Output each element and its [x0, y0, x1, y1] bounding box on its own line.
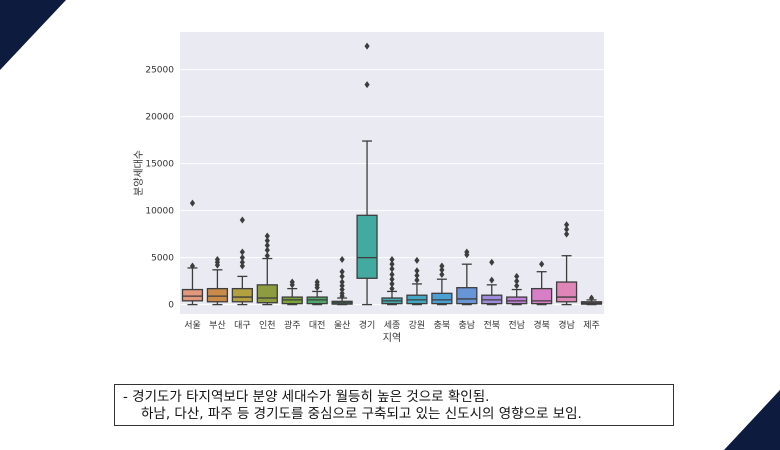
- outlier-point: [439, 262, 445, 270]
- x-axis-label: 지역: [383, 332, 401, 344]
- outlier-point: [414, 256, 420, 264]
- outlier-point: [264, 246, 270, 254]
- outlier-point: [339, 255, 345, 263]
- outlier-point: [414, 276, 420, 284]
- outlier-point: [439, 266, 445, 274]
- outlier-point: [539, 260, 545, 268]
- outlier-point: [189, 199, 196, 207]
- x-tick-label: 전남: [508, 320, 525, 331]
- box-경기: [356, 214, 378, 279]
- x-tick-label: 광주: [284, 319, 301, 331]
- x-tick-label: 인천: [259, 320, 276, 331]
- outlier-point: [439, 271, 445, 279]
- y-tick-label: 10000: [145, 207, 174, 217]
- outlier-point: [264, 237, 270, 245]
- outlier-point: [588, 294, 595, 302]
- outlier-point: [389, 265, 395, 273]
- outlier-point: [239, 216, 245, 224]
- y-tick-label: 15000: [145, 160, 174, 170]
- outlier-point: [389, 260, 395, 268]
- x-tick-label: 경남: [558, 319, 575, 331]
- outlier-point: [339, 272, 345, 280]
- x-tick-label: 제주: [583, 320, 600, 331]
- x-tick-label: 충남: [459, 320, 476, 331]
- outlier-point: [563, 230, 570, 238]
- outlier-point: [339, 278, 345, 286]
- outlier-point: [414, 267, 420, 275]
- outlier-point: [264, 232, 270, 240]
- outlier-point: [189, 262, 196, 270]
- outlier-point: [563, 225, 570, 233]
- x-tick-label: 경기: [359, 319, 376, 331]
- outlier-point: [514, 282, 520, 290]
- outlier-point: [563, 221, 570, 229]
- y-axis-label: 분양세대수: [133, 150, 145, 196]
- y-tick-label: 20000: [145, 113, 174, 123]
- x-tick-label: 대전: [309, 320, 326, 331]
- outlier-point: [289, 278, 295, 286]
- box-경북: [531, 287, 553, 305]
- outlier-point: [239, 262, 245, 270]
- box-서울: [181, 288, 204, 302]
- bottom-right-corner-decoration: [724, 390, 780, 450]
- outlier-point: [414, 271, 420, 279]
- box-충북: [431, 292, 453, 305]
- caption-line-1: - 경기도가 타지역보다 분양 세대수가 월등히 높은 것으로 확인됨.: [123, 389, 490, 405]
- x-tick-label: 세종: [384, 320, 401, 331]
- outlier-point: [364, 81, 370, 89]
- outlier-point: [364, 42, 370, 50]
- boxplot-chart: 0 5000 10000 15000 20000 25000 서울 부산 대구 인천 광주 대전 울산 경…: [133, 32, 604, 344]
- box-부산: [206, 287, 229, 303]
- outlier-point: [339, 286, 345, 294]
- x-tick-label: 부산: [209, 320, 226, 331]
- outlier-point: [489, 258, 495, 266]
- outlier-point: [339, 289, 345, 297]
- x-tick-label: 울산: [334, 320, 351, 331]
- outlier-point: [239, 254, 245, 262]
- x-tick-label: 경북: [533, 319, 550, 331]
- box-경남: [555, 281, 578, 303]
- y-tick-label: 25000: [145, 66, 174, 76]
- outlier-point: [339, 268, 345, 276]
- outlier-point: [314, 278, 320, 286]
- outlier-point: [389, 255, 395, 263]
- box-인천: [256, 284, 278, 304]
- caption-box: - 경기도가 타지역보다 분양 세대수가 월등히 높은 것으로 확인됨. 하남,…: [114, 384, 674, 426]
- outlier-point: [389, 285, 395, 293]
- outlier-point: [214, 255, 221, 263]
- x-tick-label: 강원: [409, 320, 426, 331]
- outlier-point: [264, 252, 270, 260]
- outlier-point: [239, 248, 245, 256]
- top-left-corner-decoration: [0, 0, 66, 70]
- outlier-point: [339, 282, 345, 290]
- outlier-point: [389, 275, 395, 283]
- outlier-point: [489, 276, 495, 284]
- outlier-point: [514, 277, 520, 285]
- caption-line-2: 하남, 다산, 파주 등 경기도를 중심으로 구축되고 있는 신도시의 영향으로…: [141, 406, 582, 422]
- outlier-point: [389, 280, 395, 288]
- y-tick-label: 0: [168, 301, 174, 311]
- x-tick-label: 대구: [234, 320, 251, 331]
- x-tick-label: 전북: [483, 320, 500, 331]
- box-대구: [231, 287, 253, 303]
- outlier-point: [464, 248, 470, 256]
- outlier-point: [514, 272, 520, 280]
- outlier-point: [389, 271, 395, 279]
- outlier-point: [239, 258, 245, 266]
- outlier-point: [264, 241, 270, 249]
- x-tick-label: 충북: [434, 320, 451, 331]
- box-충남: [456, 287, 478, 305]
- x-tick-label: 서울: [184, 320, 201, 331]
- y-tick-label: 5000: [151, 254, 174, 264]
